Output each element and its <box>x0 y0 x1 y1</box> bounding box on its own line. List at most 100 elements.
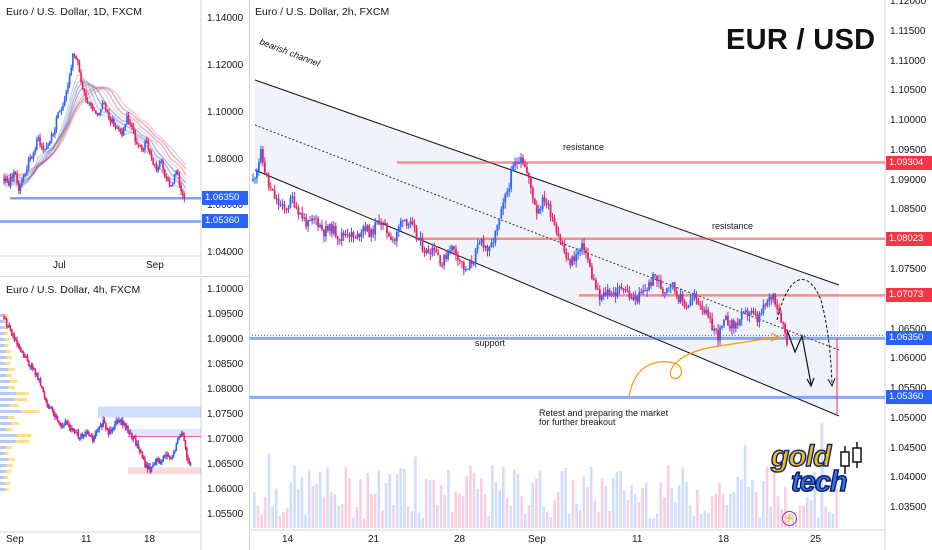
volume-bar <box>403 468 406 528</box>
volume-profile-bar <box>0 452 5 455</box>
lightning-icon[interactable]: ⚡ <box>782 511 797 526</box>
retest-arrow-curve <box>628 336 778 399</box>
volume-bar <box>293 465 296 528</box>
candle-body <box>683 300 686 307</box>
candle-body <box>543 197 546 202</box>
candle-body <box>624 289 627 291</box>
volume-bar <box>260 514 263 528</box>
candle-body <box>464 269 467 271</box>
candle-body <box>173 174 176 183</box>
candle-body <box>44 149 46 151</box>
volume-bar <box>751 479 754 528</box>
candle-body <box>8 325 11 328</box>
candle-body <box>589 260 591 267</box>
candle-body <box>344 233 347 236</box>
volume-bar <box>428 480 432 528</box>
volume-bar <box>652 518 655 528</box>
supply-zone <box>98 406 201 418</box>
volume-bar <box>666 465 670 528</box>
candle-body <box>405 219 408 226</box>
volume-bar <box>333 494 337 528</box>
candle-body <box>90 435 93 437</box>
volume-bar <box>256 505 260 528</box>
ma-ribbon-line <box>3 83 187 183</box>
candle-body <box>451 245 453 251</box>
x-tick-label: 25 <box>810 534 822 545</box>
volume-bar <box>443 495 447 528</box>
candle-body <box>20 347 22 353</box>
volume-bar <box>747 486 751 528</box>
candle-body <box>129 122 132 125</box>
candle-body <box>654 274 656 276</box>
candle-body <box>768 297 771 302</box>
daily-chart-panel[interactable]: Euro / U.S. Dollar, 1D, FXCM 1.14000 1.12… <box>0 0 249 275</box>
candle-body <box>126 115 128 125</box>
candle-body <box>122 127 125 136</box>
y-tick-label: 1.11000 <box>890 55 926 67</box>
candle-body <box>526 166 528 174</box>
candle-body <box>730 320 733 329</box>
candle-body <box>392 239 394 241</box>
candle-body <box>506 191 509 195</box>
candle-body <box>332 225 335 234</box>
volume-profile-bar <box>0 440 17 443</box>
candle-body <box>68 74 71 86</box>
volume-bar <box>282 512 285 528</box>
volume-bar <box>395 474 399 528</box>
logo-gold-text: gold <box>770 439 832 474</box>
y-tick-label: 1.11500 <box>890 25 926 37</box>
candle-body <box>598 289 601 300</box>
candle-body <box>435 250 438 253</box>
x-tick-label: Sep <box>146 260 164 271</box>
candle-body <box>3 178 5 181</box>
daily-chart-svg[interactable] <box>0 0 249 275</box>
candle-body <box>429 253 432 255</box>
candle-body <box>93 437 95 442</box>
candle-body <box>295 207 298 209</box>
candle-body <box>330 223 333 234</box>
panel-divider-horizontal[interactable] <box>0 276 249 277</box>
panel-divider-vertical[interactable] <box>249 0 250 550</box>
candle-body <box>182 432 184 436</box>
volume-profile-bar <box>4 452 9 455</box>
candle-body <box>63 424 65 426</box>
main-chart-svg[interactable]: bearish channel <box>249 0 932 550</box>
candle-body <box>602 292 605 296</box>
candle-body <box>340 232 343 241</box>
candle-body <box>691 297 694 301</box>
volume-bar <box>278 515 282 528</box>
volume-profile-bar <box>17 434 32 437</box>
volume-bar <box>351 517 355 528</box>
volume-bar <box>630 485 633 528</box>
candle-body <box>147 140 150 150</box>
volume-profile-bar <box>0 434 18 437</box>
h4-chart-svg[interactable] <box>0 278 249 550</box>
candle-body <box>455 249 457 256</box>
volume-bar <box>344 466 348 528</box>
candle-body <box>665 288 668 293</box>
h4-chart-panel[interactable]: Euro / U.S. Dollar, 4h, FXCM 1.10000 1.09… <box>0 278 249 550</box>
candle-body <box>47 404 50 408</box>
volume-bar <box>304 514 307 528</box>
volume-profile-bar <box>10 422 20 425</box>
candle-body <box>35 140 38 150</box>
candle-body <box>571 256 574 266</box>
candle-body <box>301 212 304 219</box>
candle-body <box>764 304 767 306</box>
candle-body <box>594 280 597 289</box>
candle-body <box>608 289 611 296</box>
candle-body <box>127 426 129 433</box>
candle-body <box>723 319 725 326</box>
volume-profile-bar <box>0 410 22 413</box>
candle-body <box>307 220 310 227</box>
candle-body <box>25 356 27 358</box>
candle-body <box>646 289 649 291</box>
volume-bar <box>754 491 758 528</box>
candle-body <box>319 224 321 227</box>
candle-body <box>758 313 761 323</box>
candle-body <box>689 300 692 306</box>
candle-body <box>108 430 111 435</box>
main-chart-panel[interactable]: bearish channel Euro / U.S. Dollar, 2h, … <box>249 0 932 550</box>
y-tick-label: 1.08500 <box>890 204 927 216</box>
candle-body <box>762 304 765 314</box>
